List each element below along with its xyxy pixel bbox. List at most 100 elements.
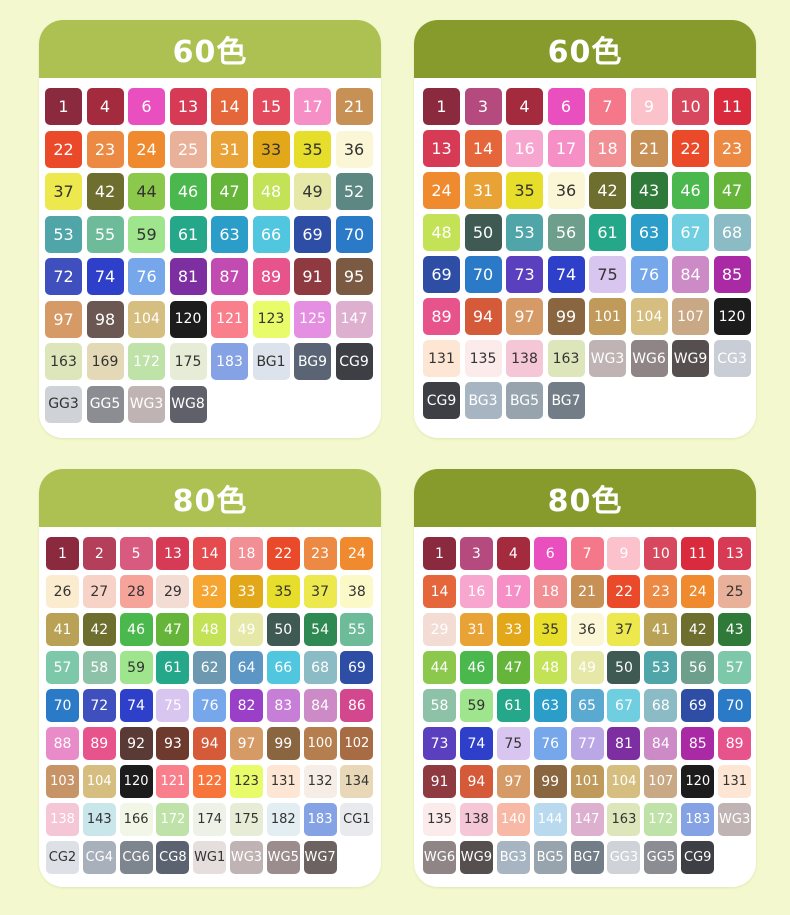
- color-chip: 89: [718, 727, 752, 760]
- color-chip: 134: [340, 765, 374, 798]
- color-chip: 89: [252, 258, 290, 295]
- color-chip: 22: [266, 537, 300, 570]
- color-chip: 68: [644, 689, 678, 722]
- color-chip: 14: [211, 88, 248, 125]
- color-chip: 15: [252, 88, 290, 125]
- color-chip: 92: [119, 727, 153, 760]
- color-chip: 74: [547, 256, 585, 293]
- color-chip: 52: [335, 173, 373, 210]
- color-chip: 4: [506, 88, 543, 125]
- color-chip: 53: [506, 214, 543, 251]
- color-chip-grid: 1 3 4 6 7 9 10 11 13 14 16 17 18 21 22 23 24 31 35 36 42 43 46…: [423, 88, 751, 419]
- color-chip: 67: [607, 689, 641, 722]
- color-chip: 131: [423, 340, 460, 377]
- panel-title: 60色: [172, 35, 248, 70]
- color-chip: 22: [672, 130, 709, 167]
- color-chip: 69: [681, 689, 715, 722]
- color-chip: 70: [718, 689, 752, 722]
- color-chip: 63: [630, 214, 668, 251]
- color-chip: 138: [459, 803, 493, 836]
- color-chip: 70: [46, 689, 79, 722]
- color-chip: 13: [169, 88, 207, 125]
- color-chip: 61: [589, 214, 626, 251]
- color-set-panel-60-a: 60色 1 4 6 13 14 15 17 21 22 23 24 25 31 33 35 36 37 42 44 4…: [39, 20, 381, 438]
- color-chip: 9: [630, 88, 668, 125]
- color-chip: 67: [672, 214, 709, 251]
- color-chip: 38: [340, 575, 374, 608]
- color-chip: 97: [229, 727, 263, 760]
- color-chip: 75: [589, 256, 626, 293]
- color-chip: 131: [266, 765, 300, 798]
- color-chip: 27: [82, 575, 116, 608]
- color-chip: 4: [86, 88, 124, 125]
- color-chip: 44: [128, 173, 165, 210]
- color-chip: 1: [423, 88, 460, 125]
- color-chip: WG8: [169, 385, 207, 423]
- color-chip: 107: [672, 298, 709, 335]
- color-chip: 73: [506, 256, 543, 293]
- color-chip: 48: [252, 173, 290, 210]
- color-chip: 47: [211, 173, 248, 210]
- color-chip: 104: [607, 765, 641, 798]
- color-chip: 93: [156, 727, 190, 760]
- color-chip: 31: [464, 172, 502, 209]
- color-chip: 25: [718, 575, 752, 608]
- color-chip: 69: [294, 215, 331, 253]
- color-chip: 42: [589, 172, 626, 209]
- color-chip: 56: [681, 651, 715, 684]
- color-chip: 120: [119, 765, 153, 798]
- color-chip: 63: [211, 215, 248, 253]
- color-chip: 172: [156, 803, 190, 836]
- color-chip: GG3: [607, 841, 641, 874]
- color-chip: WG5: [266, 841, 300, 874]
- color-chip: 163: [45, 343, 82, 380]
- color-chip: 22: [607, 575, 641, 608]
- panel-header: 80色: [414, 469, 756, 527]
- color-chip: 58: [423, 689, 456, 722]
- color-chip: 97: [45, 300, 82, 338]
- color-chip: 1: [423, 537, 456, 570]
- color-chip: 43: [630, 172, 668, 209]
- color-chip: GG5: [86, 385, 124, 423]
- color-chip: 36: [335, 130, 373, 168]
- color-chip: 120: [681, 765, 715, 798]
- color-chip: 17: [294, 88, 331, 125]
- color-chip: 41: [644, 613, 678, 646]
- color-chip: 57: [46, 651, 79, 684]
- color-chip: 76: [630, 256, 668, 293]
- color-chip: 23: [303, 537, 337, 570]
- color-chip: 123: [252, 300, 290, 338]
- color-chip: 55: [86, 215, 124, 253]
- color-chip: 75: [156, 689, 190, 722]
- color-chip: CG1: [340, 803, 374, 836]
- color-chip: 42: [82, 613, 116, 646]
- color-chip: 87: [211, 258, 248, 295]
- color-chip: 6: [128, 88, 165, 125]
- color-chip: BG3: [496, 841, 530, 874]
- panel-title: 80色: [172, 484, 248, 519]
- color-chip: 70: [464, 256, 502, 293]
- color-chip: 16: [459, 575, 493, 608]
- color-chip: BG7: [570, 841, 604, 874]
- color-chip: 31: [459, 613, 493, 646]
- color-chip: 107: [644, 765, 678, 798]
- color-set-panel-80-b: 80色 1 3 4 6 7 9 10 11 13 14 16 17 18 21 22 23 24 25 29 31 33…: [414, 469, 756, 887]
- color-chip: CG9: [423, 382, 460, 419]
- color-chip: 26: [46, 575, 79, 608]
- color-chip: 36: [570, 613, 604, 646]
- color-chip: 172: [128, 343, 165, 380]
- color-chip: WG6: [630, 340, 668, 377]
- color-chip: 14: [464, 130, 502, 167]
- panel-header: 80色: [39, 469, 381, 527]
- color-chip: 123: [229, 765, 263, 798]
- color-chip: CG2: [46, 841, 79, 874]
- color-chip: 122: [193, 765, 227, 798]
- color-chip: 66: [266, 651, 300, 684]
- color-chip: 183: [681, 803, 715, 836]
- color-chip: 86: [340, 689, 374, 722]
- color-chip: 44: [423, 651, 456, 684]
- color-chip: 169: [86, 343, 124, 380]
- color-chip: 2: [82, 537, 116, 570]
- color-chip: 76: [193, 689, 227, 722]
- color-chip: 140: [496, 803, 530, 836]
